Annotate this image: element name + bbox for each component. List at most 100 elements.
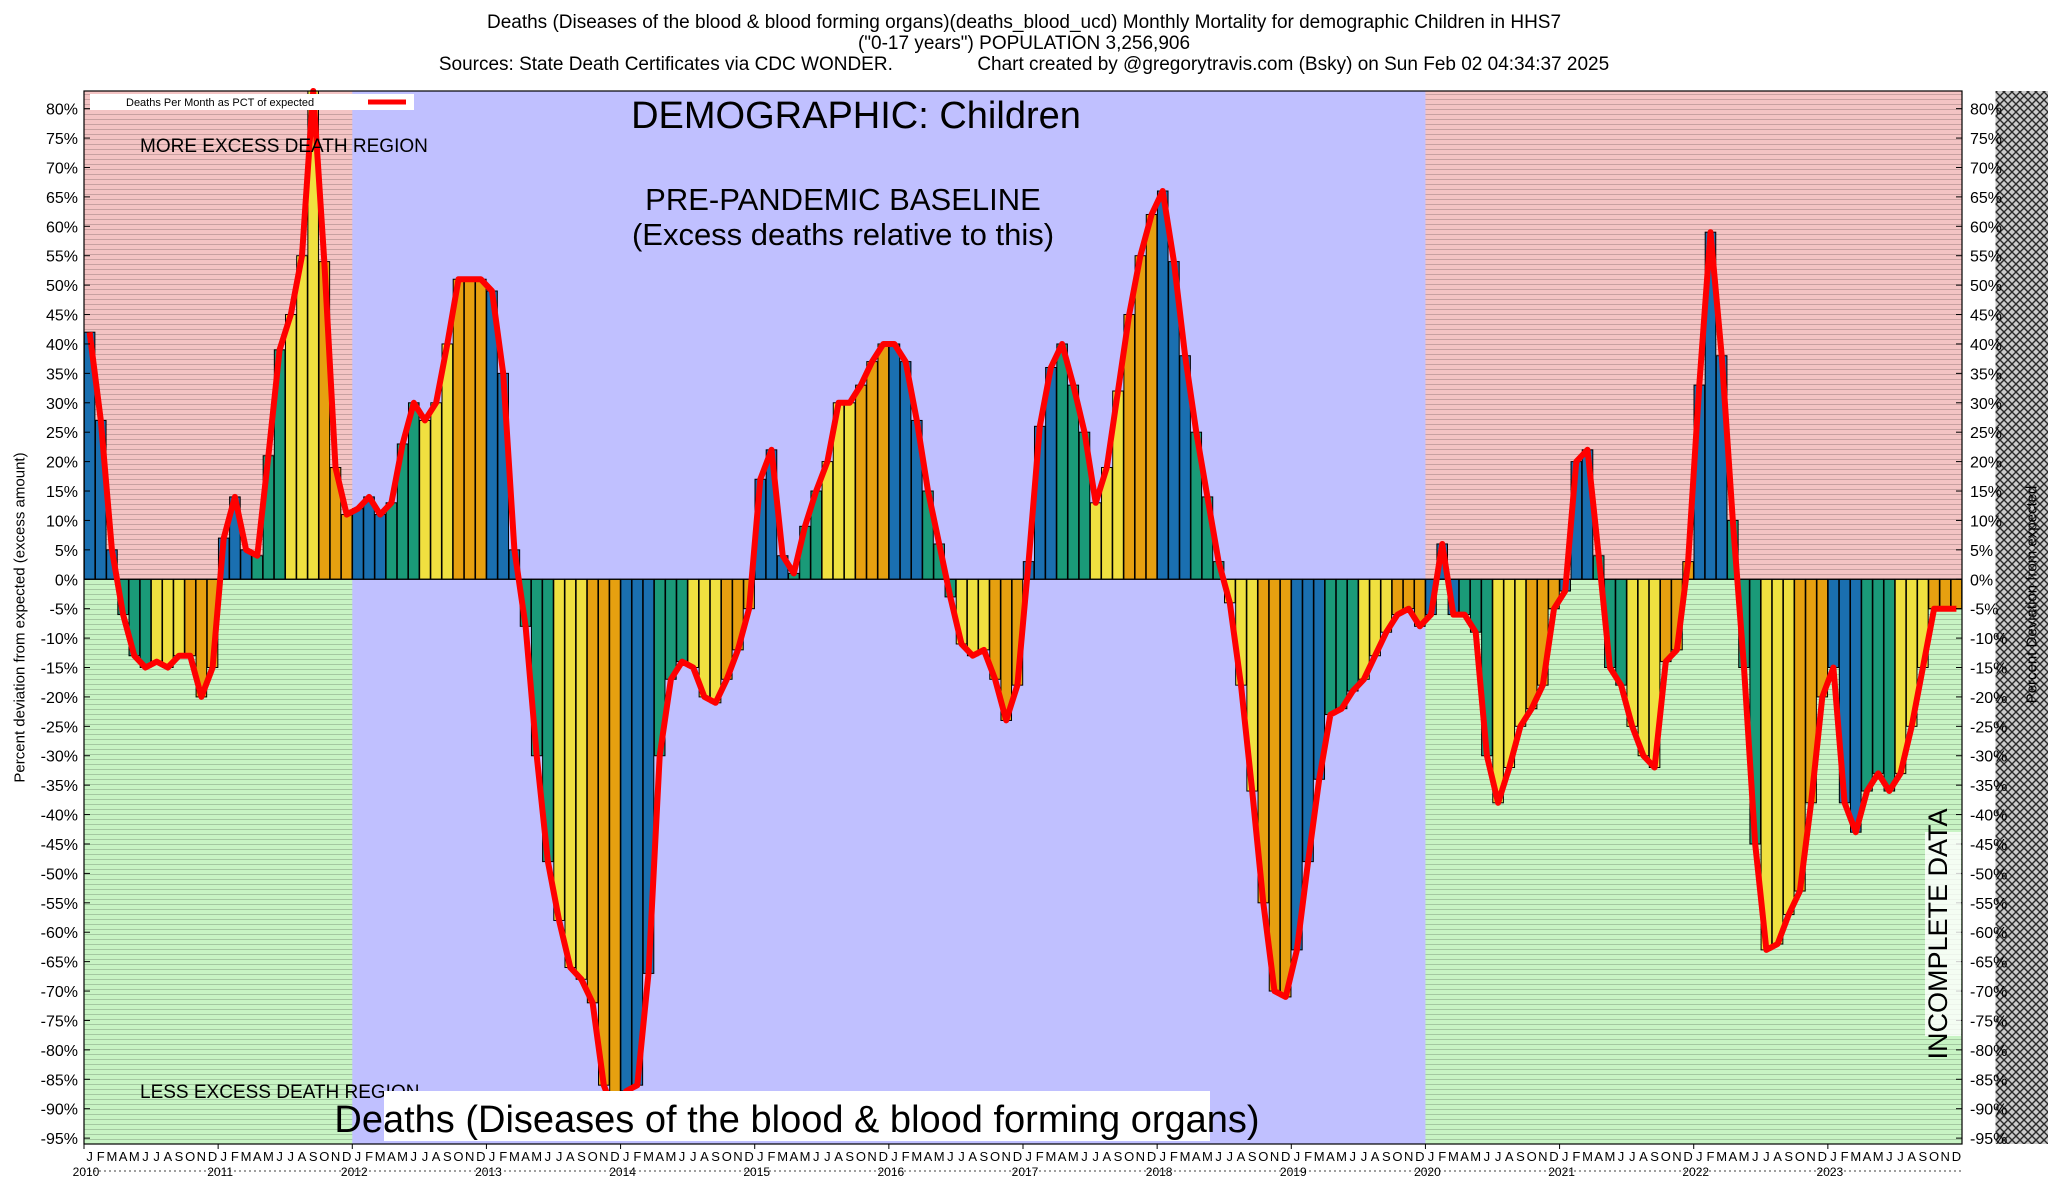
demographic-label: DEMOGRAPHIC: Children: [631, 95, 1081, 137]
data-bar: [966, 578, 979, 657]
month-tick-label: A: [164, 1149, 173, 1164]
data-bar: [407, 402, 420, 580]
month-tick-label: M: [263, 1149, 274, 1164]
month-tick-label: D: [476, 1149, 485, 1164]
y-tick-label-right: -75%: [1970, 1013, 2007, 1030]
y-tick-label-right: -60%: [1970, 925, 2007, 942]
y-tick-label-left: 35%: [46, 366, 78, 383]
y-tick-label-right: -80%: [1970, 1043, 2007, 1060]
data-bar: [296, 255, 308, 580]
trend-line: [86, 88, 1957, 1118]
data-bar: [609, 578, 621, 1116]
month-tick-label: S: [1919, 1149, 1928, 1164]
data-bar: [1939, 578, 1952, 610]
month-tick-label: M: [1604, 1149, 1615, 1164]
month-tick-label: J: [86, 1149, 93, 1164]
month-tick-label: J: [1484, 1149, 1491, 1164]
year-tick-label: 2022: [1682, 1165, 1709, 1179]
month-tick-label: J: [690, 1149, 697, 1164]
year-tick-label: 2011: [207, 1165, 233, 1179]
incomplete-data-hatch: [1995, 91, 2048, 1144]
month-tick-label: N: [1538, 1149, 1547, 1164]
data-bar: [363, 496, 375, 580]
data-bar: [340, 514, 353, 580]
legend-box: [90, 94, 414, 110]
month-tick-label: F: [97, 1149, 105, 1164]
month-tick-label: M: [643, 1149, 654, 1164]
month-tick-label: M: [397, 1149, 408, 1164]
y-tick-label-left: -95%: [41, 1131, 78, 1148]
data-bar: [285, 314, 297, 580]
y-tick-label-right: -15%: [1970, 661, 2007, 678]
month-tick-label: F: [1707, 1149, 1715, 1164]
month-tick-label: A: [790, 1149, 799, 1164]
month-tick-label: F: [365, 1149, 373, 1164]
data-bar: [374, 514, 387, 580]
data-bar: [1637, 578, 1650, 757]
month-tick-label: J: [1629, 1149, 1636, 1164]
data-bar: [1872, 578, 1884, 774]
month-tick-label: J: [1428, 1149, 1435, 1164]
month-tick-label: A: [655, 1149, 664, 1164]
year-tick-label: 2015: [743, 1165, 770, 1179]
y-tick-label-left: -40%: [41, 808, 78, 825]
month-tick-label: J: [153, 1149, 160, 1164]
data-bar: [1615, 578, 1627, 686]
cause-label: Deaths (Diseases of the blood & blood fo…: [334, 1099, 1259, 1141]
month-tick-label: J: [556, 1149, 563, 1164]
y-axis-label-left: Percent deviation from expected (excess …: [11, 451, 29, 783]
y-tick-label-right: -35%: [1970, 778, 2007, 795]
month-tick-label: N: [1941, 1149, 1950, 1164]
month-tick-label: N: [1404, 1149, 1413, 1164]
y-tick-label-left: -75%: [41, 1013, 78, 1030]
month-tick-label: A: [1639, 1149, 1648, 1164]
y-tick-label-right: 25%: [1970, 425, 2002, 442]
month-tick-label: J: [276, 1149, 283, 1164]
data-bar: [687, 578, 700, 669]
data-bar: [1291, 578, 1303, 951]
y-tick-label-right: -50%: [1970, 866, 2007, 883]
month-tick-label: D: [1549, 1149, 1558, 1164]
year-tick-label: 2013: [475, 1165, 502, 1179]
y-tick-label-right: 15%: [1970, 484, 2002, 501]
data-bar: [676, 578, 688, 663]
month-tick-label: J: [1092, 1149, 1099, 1164]
data-bar: [1525, 578, 1538, 710]
y-tick-label-left: 30%: [46, 396, 78, 413]
data-bar: [855, 384, 867, 580]
month-tick-label: N: [331, 1149, 340, 1164]
year-tick-label: 2019: [1280, 1165, 1307, 1179]
y-tick-label-right: -5%: [1970, 602, 1998, 619]
month-tick-label: J: [1562, 1149, 1569, 1164]
month-tick-label: S: [845, 1149, 854, 1164]
month-tick-label: O: [588, 1149, 598, 1164]
baseline-sublabel: (Excess deaths relative to this): [632, 217, 1054, 252]
y-tick-label-left: 25%: [46, 425, 78, 442]
month-tick-label: S: [1650, 1149, 1659, 1164]
year-tick-label: 2012: [341, 1165, 368, 1179]
y-tick-label-left: 15%: [46, 484, 78, 501]
month-tick-label: M: [375, 1149, 386, 1164]
month-tick-label: J: [1897, 1149, 1904, 1164]
data-bar: [385, 502, 398, 580]
data-bar: [1503, 578, 1516, 769]
month-tick-label: J: [1886, 1149, 1893, 1164]
y-tick-label-left: -25%: [41, 719, 78, 736]
data-bar: [598, 578, 610, 1086]
month-tick-label: A: [1237, 1149, 1246, 1164]
month-tick-label: S: [1248, 1149, 1257, 1164]
month-tick-label: J: [1618, 1149, 1625, 1164]
year-tick-label: 2021: [1548, 1165, 1575, 1179]
month-tick-label: O: [1661, 1149, 1671, 1164]
data-bar: [1156, 190, 1169, 580]
month-tick-label: M: [1180, 1149, 1191, 1164]
y-tick-label-left: 60%: [46, 219, 78, 236]
month-tick-label: A: [1192, 1149, 1201, 1164]
data-bar: [1883, 578, 1896, 792]
month-tick-label: F: [499, 1149, 507, 1164]
month-tick-label: F: [231, 1149, 239, 1164]
y-tick-label-right: 40%: [1970, 337, 2002, 354]
month-tick-label: J: [1350, 1149, 1357, 1164]
month-tick-label: D: [744, 1149, 753, 1164]
